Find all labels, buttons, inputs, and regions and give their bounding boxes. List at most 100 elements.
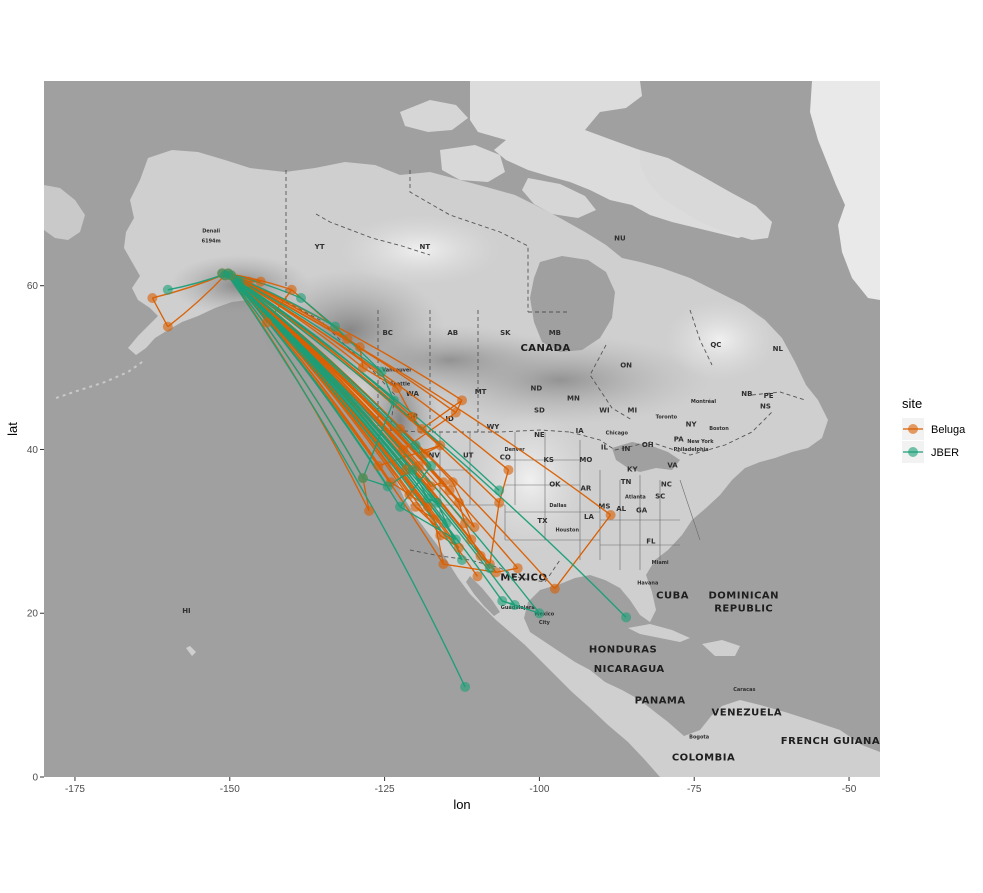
point-beluga [162,321,173,332]
place-label: UT [463,452,474,460]
place-label: NE [534,431,545,439]
point-jber [621,612,632,623]
water-gulf-california [466,576,500,616]
place-label: SC [655,493,665,501]
segment-beluga [362,367,398,389]
point-beluga [398,444,409,455]
track-jber [226,272,336,328]
place-label: Toronto [656,414,678,420]
point-beluga [342,333,353,344]
x-tick-label: -50 [842,784,857,795]
track-jber [226,273,466,688]
place-label: KY [627,466,638,474]
place-label: MI [628,407,638,415]
place-label: BC [382,329,392,337]
place-label: NC [661,480,672,488]
place-label: NT [420,243,431,251]
segment-beluga [452,481,475,528]
place-label: MT [475,388,487,396]
point-jber [457,555,467,566]
point-beluga [450,407,461,418]
place-label: PA [674,435,684,443]
land-hispaniola [702,640,740,656]
segment-beluga [362,478,370,512]
place-label: WI [599,407,609,415]
place-label: MO [579,456,592,464]
x-tick-label: -175 [65,784,85,795]
point-beluga [243,276,254,287]
legend-title: site [902,396,922,411]
track-jber [226,272,540,614]
point-beluga [469,522,480,533]
place-label: Montréal [691,398,717,405]
point-beluga [147,292,158,303]
x-tick-label: -100 [529,784,549,795]
point-jber [441,518,452,529]
segment-beluga [554,514,612,590]
country-label: DOMINICAN [709,590,780,601]
land-cuba [628,624,690,642]
place-label: Philadelphia [674,447,709,453]
legend-label-beluga: Beluga [931,424,966,436]
place-label: AL [616,505,626,513]
country-label: NICARAGUA [594,664,665,675]
legend: site Beluga JBER [902,396,966,463]
point-beluga [453,542,464,553]
point-beluga [357,362,368,373]
terrain-quebec [665,300,775,380]
place-label: ON [620,362,632,370]
point-beluga [395,424,406,434]
point-jber [382,481,393,492]
point-jber [295,292,306,303]
point-beluga [255,276,266,287]
point-beluga [364,505,375,516]
place-label: SK [500,329,511,337]
place-label: Miami [652,560,669,566]
point-beluga [435,440,446,451]
place-label: City [539,620,551,626]
point-beluga [410,501,421,512]
place-label: NU [614,235,626,243]
point-beluga [457,395,467,406]
y-tick-label: 40 [27,445,39,456]
land-hawaii [186,646,196,656]
water-hudson-bay [530,256,615,352]
segment-jber [399,465,432,508]
land-greenland [810,81,880,300]
place-label: KS [543,456,553,464]
place-label: IN [622,445,631,453]
point-beluga [416,424,427,434]
point-beluga [444,485,455,496]
place-label: Caracas [733,687,755,693]
point-beluga [605,509,616,520]
place-label: LA [584,513,594,521]
point-jber [395,501,406,512]
place-label: OH [642,441,654,449]
land-arctic-island-2 [400,100,468,132]
point-jber [376,366,387,377]
point-jber [407,464,418,475]
point-beluga [503,464,514,475]
place-label: Dallas [549,503,566,509]
migration-tracks [151,272,627,688]
point-beluga [426,481,437,492]
place-label: NS [760,403,771,411]
country-label: COLOMBIA [672,753,735,764]
point-beluga [438,477,449,488]
point-beluga [373,460,384,471]
point-beluga [391,383,402,394]
point-beluga [286,284,297,295]
place-label: Mexico [535,612,555,618]
x-axis: -175 -150 -125 -100 -75 -50 [65,777,857,795]
point-jber [357,473,368,484]
point-beluga [447,477,458,488]
point-beluga [429,514,440,525]
segment-jber [502,600,540,614]
point-jber [330,321,341,332]
place-label: WA [406,390,419,398]
land-russia [44,185,85,240]
point-jber [426,460,437,471]
track-jber [226,272,432,467]
place-label: New York [687,439,714,445]
